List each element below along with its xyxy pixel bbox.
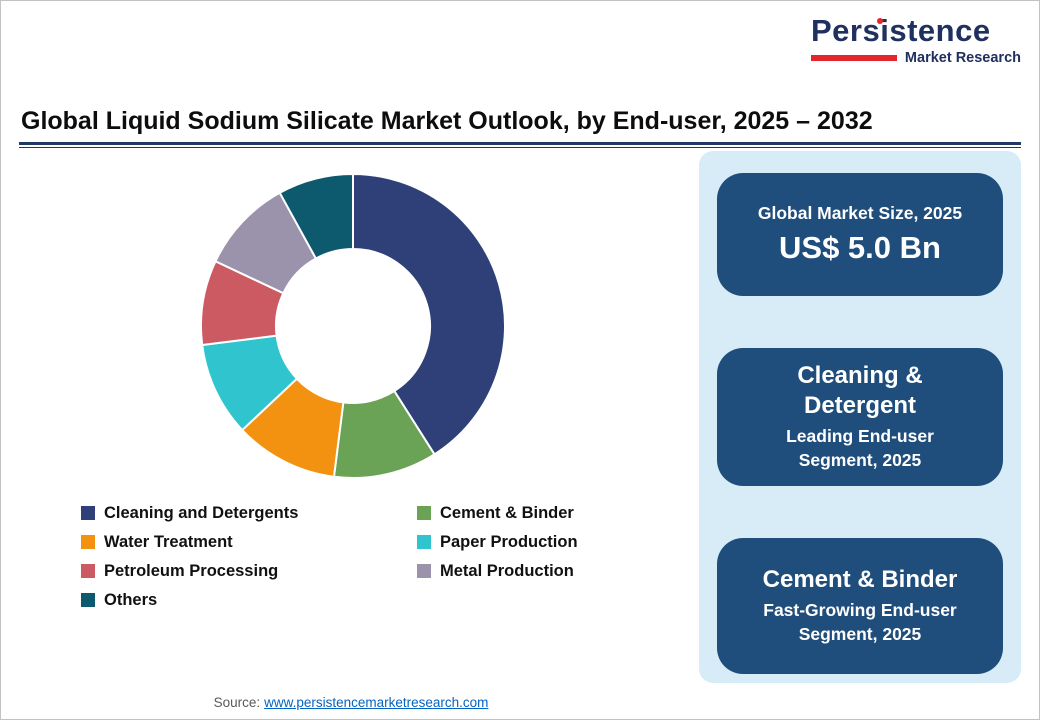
legend-swatch bbox=[81, 564, 95, 579]
legend-item: Cleaning and Detergents bbox=[81, 504, 417, 522]
legend-label: Metal Production bbox=[440, 562, 574, 581]
title-divider-thick-line bbox=[19, 142, 1021, 145]
highlight-panel: Global Market Size, 2025 US$ 5.0 Bn Clea… bbox=[699, 151, 1021, 683]
legend-swatch bbox=[81, 535, 95, 550]
legend-label: Others bbox=[104, 591, 158, 610]
legend-item: Metal Production bbox=[417, 562, 578, 580]
legend-swatch bbox=[417, 564, 431, 579]
legend-swatch bbox=[81, 506, 95, 520]
logo-red-bar bbox=[811, 54, 897, 61]
market-size-card: Global Market Size, 2025 US$ 5.0 Bn bbox=[717, 173, 1003, 296]
leading-segment-title: Cleaning & Detergent bbox=[797, 362, 923, 420]
legend-label: Cleaning and Detergents bbox=[104, 504, 299, 522]
legend-item: Cement & Binder bbox=[417, 504, 578, 522]
logo-subtitle: Market Research bbox=[904, 49, 1021, 66]
fast-growing-segment-subtitle: Fast-Growing End-user Segment, 2025 bbox=[763, 600, 957, 644]
donut-segment bbox=[278, 172, 354, 260]
source-label: Source: bbox=[213, 695, 261, 710]
logo-i-dot-icon bbox=[877, 18, 883, 24]
logo-name: Persistence bbox=[811, 13, 991, 48]
market-size-value: US$ 5.0 Bn bbox=[779, 230, 941, 265]
page-title: Global Liquid Sodium Silicate Market Out… bbox=[21, 107, 873, 135]
legend-item: Others bbox=[81, 591, 417, 609]
pmr-logo: Persistence Market Research bbox=[811, 13, 1021, 66]
legend-swatch bbox=[81, 593, 95, 608]
logo-wordmark: Persistence bbox=[811, 13, 1021, 48]
leading-segment-card: Cleaning & Detergent Leading End-user Se… bbox=[717, 348, 1003, 486]
donut-segment bbox=[352, 172, 506, 456]
title-divider bbox=[19, 142, 1021, 148]
fast-growing-segment-title: Cement & Binder bbox=[762, 566, 958, 594]
logo-subtitle-row: Market Research bbox=[811, 50, 1021, 66]
legend-item: Water Treatment bbox=[81, 533, 417, 551]
source-link[interactable]: www.persistencemarketresearch.com bbox=[264, 695, 489, 710]
legend-label: Water Treatment bbox=[104, 533, 233, 552]
legend-label: Cement & Binder bbox=[440, 504, 574, 522]
chart-area: Cleaning and Detergents Cement & Binder Wa… bbox=[1, 151, 701, 696]
source-line: Source: www.persistencemarketresearch.com bbox=[1, 695, 701, 710]
legend-label: Paper Production bbox=[440, 533, 578, 552]
donut-chart bbox=[200, 172, 506, 479]
title-divider-thin-line bbox=[19, 147, 1021, 148]
legend-item: Paper Production bbox=[417, 533, 578, 551]
legend-swatch bbox=[417, 535, 431, 550]
fast-growing-segment-card: Cement & Binder Fast-Growing End-user Se… bbox=[717, 538, 1003, 674]
legend-swatch bbox=[417, 506, 431, 520]
chart-legend: Cleaning and Detergents Cement & Binder Wa… bbox=[81, 504, 578, 610]
legend-label: Petroleum Processing bbox=[104, 562, 279, 581]
leading-segment-subtitle: Leading End-user Segment, 2025 bbox=[786, 426, 934, 470]
market-size-label: Global Market Size, 2025 bbox=[757, 203, 963, 223]
legend-item: Petroleum Processing bbox=[81, 562, 417, 580]
